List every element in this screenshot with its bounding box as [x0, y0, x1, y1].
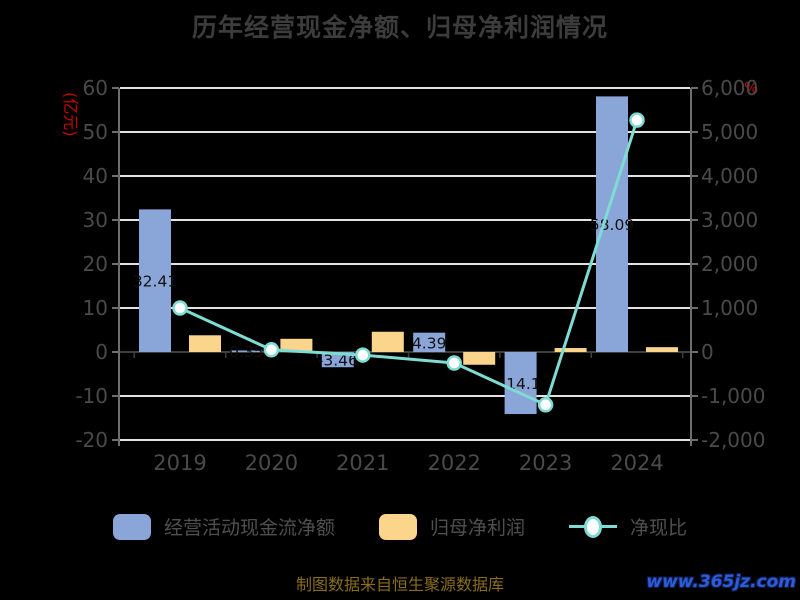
operating-cash-flow-value-label-2024: 58.09 [590, 216, 634, 234]
cash-ratio-marker-2024 [629, 112, 645, 128]
net-profit-bar-2022 [463, 352, 496, 365]
net-profit-bar-2021 [371, 331, 404, 352]
cash-ratio-marker-2022 [446, 355, 462, 371]
chart-title: 历年经营现金净额、归母净利润情况 [191, 13, 608, 42]
operating-cash-flow-value-label-2019: 32.41 [133, 273, 177, 291]
left-axis-tick-label: 30 [83, 208, 108, 232]
legend-label-net-profit: 归母净利润 [429, 517, 525, 539]
right-axis-tick-label: -2,000 [701, 428, 765, 452]
net-profit-bar-2020 [280, 338, 313, 352]
legend-item-net-profit[interactable]: 归母净利润 [378, 513, 525, 540]
net-profit-bar-2019 [189, 335, 221, 352]
left-axis-tick-label: 0 [95, 340, 108, 364]
left-axis-tick-label: 10 [83, 296, 108, 320]
left-axis-tick-label: 20 [83, 252, 108, 276]
cash-ratio-marker-2020 [263, 342, 280, 358]
cash-ratio-line-dot [584, 515, 602, 538]
cash-ratio-marker-2023 [537, 397, 554, 413]
right-axis-tick-label: -1,000 [701, 384, 765, 408]
operating-cash-flow-bar-2024 [596, 96, 628, 353]
x-axis-label-2023: 2023 [519, 451, 572, 475]
right-axis-unit-label: % [744, 79, 759, 97]
cash-ratio-marker-2019 [172, 300, 188, 316]
legend-label-cash-ratio: 净现比 [630, 517, 688, 539]
legend-item-cash-ratio[interactable]: 净现比 [569, 513, 687, 540]
operating-cash-flow-swatch-icon [112, 513, 151, 540]
x-axis-label-2022: 2022 [427, 451, 480, 475]
operating-cash-flow-bar-2022 [413, 332, 446, 352]
right-axis-tick-label: 3,000 [701, 208, 758, 232]
x-axis-label-2024: 2024 [610, 451, 663, 475]
right-axis-tick-label: 2,000 [701, 252, 758, 276]
x-axis-label-2019: 2019 [153, 451, 206, 475]
right-axis-tick-label: 6,000 [701, 76, 758, 100]
x-axis-label-2021: 2021 [336, 451, 389, 475]
site-watermark-link[interactable]: www.365jz.com [646, 572, 796, 592]
net-profit-swatch-icon [378, 513, 417, 540]
net-profit-bar-2024 [646, 347, 678, 352]
cash-ratio-line [179, 119, 639, 407]
left-axis-tick-label: 40 [83, 164, 108, 188]
right-axis-tick-label: 4,000 [701, 164, 758, 188]
right-axis-tick-label: 1,000 [701, 296, 758, 320]
x-axis-label-2020: 2020 [245, 451, 298, 475]
operating-cash-flow-value-label-2022: 4.39 [412, 334, 447, 352]
left-axis-tick-label: -20 [75, 428, 108, 452]
operating-cash-flow-value-label-2020: 0.35 [229, 343, 264, 361]
operating-cash-flow-value-label-2023: -14.1 [501, 375, 541, 393]
operating-cash-flow-bar-2021 [321, 352, 354, 368]
operating-cash-flow-bar-2023 [504, 352, 537, 415]
left-axis-tick-label: 60 [83, 76, 108, 100]
operating-cash-flow-bar-2019 [139, 209, 171, 352]
left-axis-tick-label: -10 [75, 384, 108, 408]
legend-item-operating-cash-flow[interactable]: 经营活动现金流净额 [112, 513, 335, 540]
operating-cash-flow-bar-2020 [230, 350, 263, 352]
cash-ratio-marker-2021 [355, 347, 371, 363]
left-axis-tick-label: 50 [83, 120, 108, 144]
data-source-note: 制图数据来自恒生聚源数据库 [295, 575, 504, 594]
operating-cash-flow-value-label-2021: -3.46 [318, 352, 358, 370]
legend-label-operating-cash-flow: 经营活动现金流净额 [163, 517, 335, 539]
cash-ratio-line-marker-icon [569, 515, 617, 539]
right-axis-tick-label: 5,000 [701, 120, 758, 144]
chart-legend: 经营活动现金流净额 归母净利润 净现比 [0, 513, 800, 540]
right-axis-tick-label: 0 [701, 340, 714, 364]
net-profit-bar-2023 [554, 348, 587, 352]
